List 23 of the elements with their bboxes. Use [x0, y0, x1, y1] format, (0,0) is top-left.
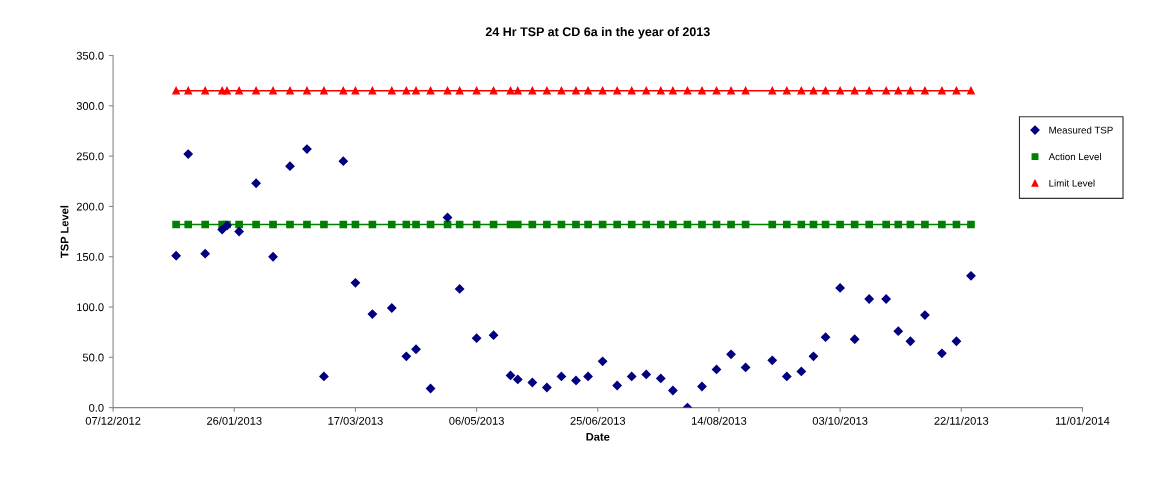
chart-title: 24 Hr TSP at CD 6a in the year of 2013 [485, 27, 710, 39]
x-tick-label: 26/01/2013 [207, 416, 262, 425]
y-axis-title: TSP Level [60, 205, 69, 258]
x-tick-label: 22/11/2013 [934, 416, 989, 425]
x-tick-label: 07/12/2012 [85, 416, 141, 425]
legend-label: Limit Level [1049, 179, 1095, 187]
y-tick-label: 100.0 [77, 303, 104, 312]
y-tick-label: 50.0 [82, 353, 104, 362]
x-tick-label: 17/03/2013 [328, 416, 383, 425]
y-tick-label: 300.0 [76, 102, 104, 110]
x-tick-label: 06/05/2013 [449, 416, 504, 425]
x-tick-label: 03/10/2013 [812, 416, 868, 425]
x-tick-label: 11/01/2014 [1055, 416, 1110, 425]
x-tick-label: 14/08/2013 [691, 416, 747, 425]
x-tick-label: 25/06/2013 [570, 416, 626, 425]
legend-label: Action Level [1048, 153, 1101, 161]
y-tick-label: 150.0 [77, 252, 104, 261]
y-tick-label: 0.0 [89, 403, 104, 412]
x-axis-title: Date [586, 432, 610, 441]
y-tick-label: 250.0 [76, 152, 104, 161]
y-tick-label: 350.0 [76, 51, 104, 60]
y-tick-label: 200.0 [76, 202, 104, 211]
legend-label: Measured TSP [1049, 126, 1113, 134]
